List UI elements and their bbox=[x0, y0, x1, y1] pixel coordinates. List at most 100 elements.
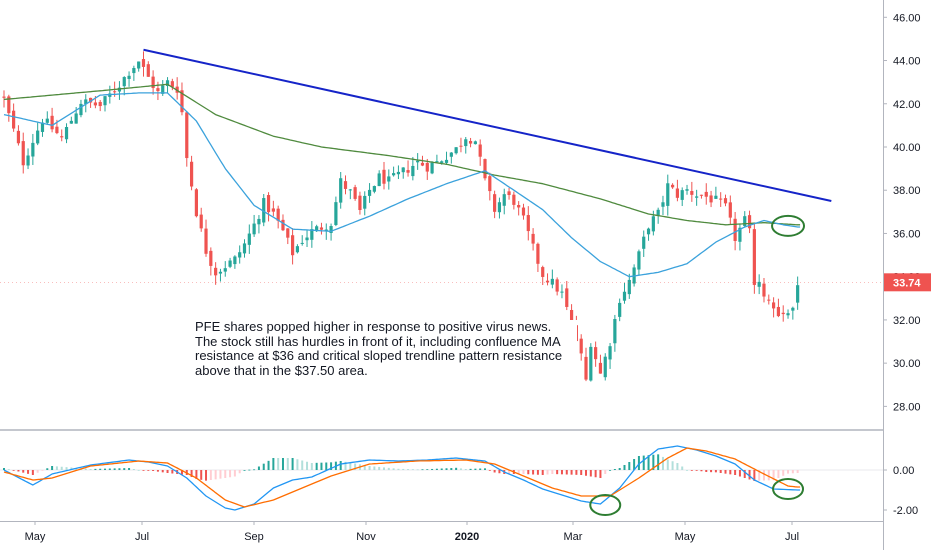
macd-histogram-bar bbox=[3, 468, 5, 470]
candle-body bbox=[266, 195, 271, 213]
macd-histogram-bar bbox=[310, 463, 313, 470]
price-tick-label: 40.00 bbox=[893, 142, 921, 154]
macd-histogram-bar bbox=[281, 458, 284, 470]
candle-body bbox=[473, 141, 477, 145]
candle-body bbox=[329, 226, 333, 234]
candle-body bbox=[512, 194, 516, 205]
candle-body bbox=[627, 279, 631, 295]
candle-body bbox=[295, 246, 300, 253]
candle-body bbox=[98, 101, 102, 107]
candle-body bbox=[113, 91, 117, 93]
macd-histogram-bar bbox=[27, 470, 30, 474]
candle-body bbox=[137, 61, 141, 69]
candle-body bbox=[242, 243, 247, 254]
time-tick-label: Sep bbox=[244, 531, 264, 543]
candle-body bbox=[12, 110, 16, 129]
candle-body bbox=[223, 268, 227, 272]
macd-histogram-bar bbox=[229, 470, 232, 478]
candle-body bbox=[141, 59, 146, 67]
candle-body bbox=[214, 267, 218, 276]
macd-histogram-bar bbox=[373, 466, 376, 470]
candle-body bbox=[238, 252, 242, 258]
macd-histogram-bar bbox=[498, 470, 501, 474]
candle-body bbox=[526, 215, 530, 232]
macd-histogram-bar bbox=[325, 462, 328, 470]
candle-body bbox=[651, 216, 655, 232]
price-tick-label: 30.00 bbox=[893, 358, 921, 370]
candle-body bbox=[21, 141, 25, 166]
macd-histogram-bar bbox=[753, 470, 756, 481]
candle-body bbox=[233, 256, 237, 265]
macd-histogram-bar bbox=[257, 466, 260, 470]
macd-histogram-bar bbox=[714, 470, 717, 473]
candle-body bbox=[180, 90, 184, 113]
candle-body bbox=[26, 155, 30, 166]
macd-histogram-bar bbox=[464, 469, 467, 470]
macd-histogram-bar bbox=[224, 470, 227, 478]
candle-body bbox=[189, 161, 194, 187]
macd-histogram-bar bbox=[661, 456, 664, 470]
macd-histogram-bar bbox=[609, 470, 612, 471]
macd-histogram-bar bbox=[700, 470, 703, 472]
macd-histogram-bar bbox=[508, 470, 511, 474]
macd-histogram-bar bbox=[267, 460, 270, 470]
macd-histogram-bar bbox=[618, 468, 621, 470]
macd-histogram-bar bbox=[123, 468, 126, 470]
candle-body bbox=[334, 202, 338, 225]
candle-body bbox=[194, 189, 198, 217]
candle-body bbox=[618, 302, 622, 317]
price-tick-label: 38.00 bbox=[893, 185, 921, 197]
macd-histogram-bar bbox=[368, 466, 371, 470]
macd-tick-label: 0.00 bbox=[893, 465, 914, 477]
candle-body bbox=[762, 283, 766, 297]
macd-line bbox=[3, 445, 801, 511]
macd-histogram-bar bbox=[272, 458, 275, 470]
candle-body bbox=[483, 159, 487, 179]
macd-histogram-bar bbox=[594, 470, 597, 478]
macd-histogram-bar bbox=[354, 463, 357, 470]
candle-body bbox=[161, 85, 165, 94]
time-tick-label: 2020 bbox=[455, 531, 479, 543]
candle-body bbox=[45, 118, 49, 123]
macd-histogram-bar bbox=[613, 469, 616, 470]
candle-body bbox=[2, 96, 6, 98]
candle-body bbox=[555, 279, 559, 292]
macd-histogram-bar bbox=[589, 470, 592, 477]
candle-body bbox=[728, 202, 732, 218]
highlight-circle bbox=[772, 478, 805, 500]
macd-histogram-bar bbox=[205, 470, 208, 481]
macd-histogram-bar bbox=[479, 468, 482, 470]
macd-histogram-bar bbox=[113, 468, 116, 470]
candle-body bbox=[406, 170, 410, 173]
candle-body bbox=[791, 307, 795, 311]
candle-body bbox=[55, 126, 59, 134]
macd-histogram-bar bbox=[156, 470, 159, 472]
candle-body bbox=[252, 223, 256, 235]
macd-histogram-bar bbox=[387, 467, 390, 470]
macd-histogram-bar bbox=[642, 455, 645, 470]
macd-histogram-bar bbox=[556, 470, 559, 475]
candle-body bbox=[796, 285, 800, 303]
macd-histogram-bar bbox=[286, 458, 289, 470]
macd-histogram-bar bbox=[459, 468, 462, 470]
time-tick-label: Jul bbox=[785, 531, 799, 543]
macd-histogram-bar bbox=[541, 470, 544, 475]
macd-histogram-bar bbox=[190, 470, 193, 477]
macd-histogram-bar bbox=[431, 468, 434, 470]
candle-body bbox=[247, 233, 251, 245]
macd-histogram-bar bbox=[94, 468, 97, 470]
macd-histogram-bar bbox=[291, 458, 294, 470]
time-tick-label: May bbox=[25, 531, 46, 543]
macd-histogram-bar bbox=[84, 468, 87, 470]
candle-body bbox=[79, 103, 83, 116]
macd-histogram-bar bbox=[55, 466, 58, 470]
candle-body bbox=[646, 228, 651, 235]
macd-histogram-bar bbox=[585, 470, 588, 476]
candle-body bbox=[84, 99, 88, 105]
macd-histogram-bar bbox=[772, 470, 775, 481]
candle-body bbox=[315, 226, 319, 232]
candle-body bbox=[435, 161, 439, 163]
candle-body bbox=[185, 112, 189, 159]
macd-histogram-bar bbox=[243, 470, 246, 471]
candle-body bbox=[396, 171, 401, 175]
